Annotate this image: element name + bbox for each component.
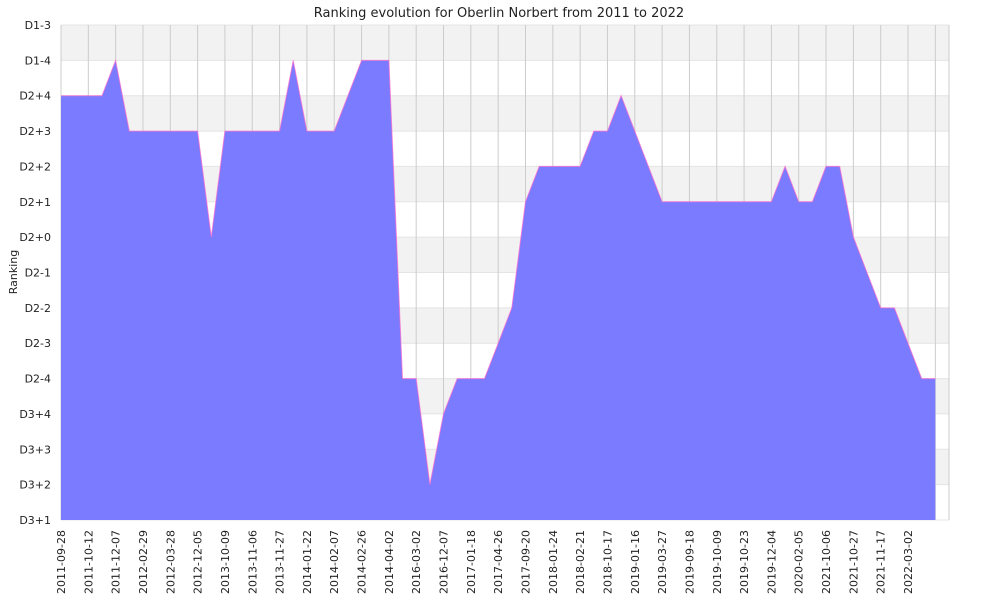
y-tick-label: D2-2 bbox=[25, 302, 51, 315]
y-band bbox=[61, 25, 949, 61]
x-tick-label: 2018-10-17 bbox=[602, 530, 615, 594]
x-tick-label: 2019-10-23 bbox=[738, 530, 751, 594]
y-tick-label: D3+4 bbox=[19, 408, 51, 421]
x-tick-label: 2016-12-07 bbox=[438, 530, 451, 594]
y-tick-label: D2-3 bbox=[25, 337, 51, 350]
y-band bbox=[61, 95, 949, 132]
x-tick-label: 2016-03-02 bbox=[410, 530, 423, 594]
x-tick-label: 2021-10-06 bbox=[820, 530, 833, 594]
x-tick-label: 2019-12-04 bbox=[765, 530, 778, 594]
x-tick-label: 2020-02-05 bbox=[793, 530, 806, 594]
x-tick-label: 2017-01-18 bbox=[465, 530, 478, 594]
x-tick-label: 2011-12-07 bbox=[110, 530, 123, 594]
y-band bbox=[61, 166, 949, 202]
x-tick-label: 2019-01-16 bbox=[629, 530, 642, 594]
y-tick-label: D2+0 bbox=[19, 231, 51, 244]
y-tick-label: D2+3 bbox=[19, 125, 51, 138]
y-band bbox=[61, 131, 949, 167]
x-tick-label: 2019-09-18 bbox=[683, 530, 696, 594]
x-tick-label: 2022-03-02 bbox=[902, 530, 915, 594]
y-tick-label: D2-4 bbox=[25, 373, 51, 386]
x-tick-label: 2021-11-17 bbox=[875, 530, 888, 594]
x-tick-labels: 2011-09-28 2011-10-12 2011-12-07 2012-02-29… bbox=[55, 530, 915, 594]
y-tick-label: D1-4 bbox=[25, 54, 51, 67]
chart-title: Ranking evolution for Oberlin Norbert fr… bbox=[314, 6, 684, 21]
x-tick-label: 2017-04-26 bbox=[492, 530, 505, 594]
y-tick-labels: D1-3 D1-4 D2+4 D2+3 D2+2 D2+1 D2+0 D2-1 D2-2 D2-3… bbox=[19, 19, 51, 527]
x-tick-label: 2019-10-09 bbox=[711, 530, 724, 594]
x-tick-label: 2018-02-21 bbox=[574, 530, 587, 594]
x-tick-label: 2014-02-07 bbox=[328, 530, 341, 594]
x-tick-label: 2012-02-29 bbox=[137, 530, 150, 594]
y-tick-label: D2+4 bbox=[19, 90, 51, 103]
y-tick-label: D3+1 bbox=[19, 514, 51, 527]
x-tick-label: 2017-09-20 bbox=[520, 530, 533, 594]
y-tick-label: D3+3 bbox=[19, 443, 51, 456]
y-axis-label: Ranking bbox=[7, 250, 20, 295]
x-tick-label: 2014-01-22 bbox=[301, 530, 314, 594]
x-tick-label: 2021-10-27 bbox=[847, 530, 860, 594]
x-tick-label: 2013-11-27 bbox=[274, 530, 287, 594]
y-tick-label: D2+2 bbox=[19, 160, 51, 173]
ranking-area bbox=[61, 60, 936, 521]
x-tick-label: 2018-01-24 bbox=[547, 530, 560, 594]
x-tick-label: 2011-10-12 bbox=[82, 530, 95, 594]
x-tick-label: 2011-09-28 bbox=[55, 530, 68, 594]
y-tick-label: D1-3 bbox=[25, 19, 51, 32]
x-tick-label: 2019-03-27 bbox=[656, 530, 669, 594]
y-tick-label: D2-1 bbox=[25, 267, 51, 280]
y-tick-label: D3+2 bbox=[19, 479, 51, 492]
x-tick-label: 2014-02-26 bbox=[356, 530, 369, 594]
x-tick-label: 2012-12-05 bbox=[192, 530, 205, 594]
area-layer bbox=[61, 58, 936, 521]
x-tick-label: 2014-04-02 bbox=[383, 530, 396, 594]
x-tick-label: 2013-10-09 bbox=[219, 530, 232, 594]
y-tick-label: D2+1 bbox=[19, 196, 51, 209]
x-tick-label: 2013-11-06 bbox=[246, 530, 259, 594]
x-tick-label: 2012-03-28 bbox=[164, 530, 177, 594]
y-band bbox=[61, 60, 949, 96]
ranking-line bbox=[61, 58, 936, 485]
